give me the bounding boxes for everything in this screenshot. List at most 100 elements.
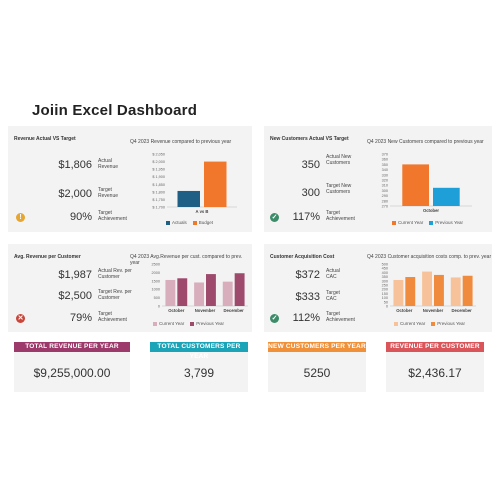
cross-icon: ✕ [16, 314, 25, 323]
chart-title: Q4 2023 Revenue compared to previous yea… [130, 139, 232, 145]
chart-title: Q4 2023 New Customers compared to previo… [367, 139, 484, 145]
kpi-target-value: $2,500 [58, 290, 92, 302]
legend-item: Previous Year [431, 321, 465, 326]
x-tick-label: A vs B [196, 209, 209, 214]
legend-label: Current Year [398, 220, 424, 225]
kpi-achievement-label: Target Achievement [326, 210, 355, 222]
y-tick-label: $ 1,850 [152, 183, 165, 187]
cac-panel: Customer Acquisition Cost $372 Actual CA… [264, 244, 492, 332]
cac-legend: Current Year Previous Year [394, 321, 465, 326]
legend-swatch [431, 321, 436, 326]
panel-title: Revenue Actual VS Target [14, 136, 76, 142]
legend-item: Current Year [394, 321, 425, 326]
legend-swatch [394, 321, 398, 326]
chart-title: Q4 2023 Avg.Revenue per cust. compared t… [130, 254, 243, 266]
legend-label: Current Year [159, 321, 185, 326]
x-tick-label: December [224, 308, 245, 313]
legend-label: Previous Year [196, 321, 225, 326]
kpi-actual-label: Actual CAC [326, 268, 340, 280]
legend-item: Current Year [392, 220, 423, 225]
y-tick-label: 300 [382, 279, 388, 283]
bar [177, 190, 200, 207]
legend-swatch [153, 321, 157, 326]
new-customers-card: NEW CUSTOMERS PER YEAR 5250 [268, 342, 366, 392]
kpi-actual-label: Actual New Customers [326, 154, 352, 166]
bar [433, 187, 460, 206]
bar [194, 282, 204, 306]
y-tick-label: 50 [384, 300, 388, 304]
legend-label: Budget [198, 220, 214, 225]
new-customers-legend: Current Year Previous Year [392, 220, 463, 225]
avg-revenue-legend: Current Year Previous Year [153, 321, 224, 326]
y-tick-label: 340 [382, 168, 388, 172]
y-tick-label: 350 [382, 275, 388, 279]
check-icon: ✓ [270, 213, 279, 222]
legend-swatch [429, 220, 434, 225]
bar [393, 279, 404, 306]
y-tick-label: 200 [382, 288, 388, 292]
bar [462, 275, 473, 306]
legend-swatch [192, 220, 197, 225]
y-tick-label: 2500 [152, 263, 160, 267]
kpi-actual-value: $1,987 [58, 269, 92, 281]
kpi-achievement-label: Target Achievement [98, 311, 127, 323]
check-icon: ✓ [270, 314, 279, 323]
kpi-target-label: Target New Customers [326, 183, 352, 195]
y-tick-label: 360 [382, 158, 388, 162]
y-tick-label: 350 [382, 163, 388, 167]
kpi-target-value: $2,000 [58, 188, 92, 200]
kpi-target-value: $333 [295, 291, 320, 303]
panel-title: Customer Acquisition Cost [270, 254, 335, 260]
y-tick-label: 100 [382, 296, 388, 300]
revenue-legend: Actuals Budget [166, 220, 213, 225]
y-tick-label: 1000 [152, 288, 160, 292]
kpi-achievement-value: 90% [69, 211, 92, 223]
dashboard-title: Joiin Excel Dashboard [32, 102, 198, 119]
legend-label: Current Year [400, 321, 426, 326]
card-label: TOTAL REVENUE PER YEAR [14, 342, 130, 352]
total-customers-card: TOTAL CUSTOMERS PER YEAR 3,799 [150, 342, 248, 392]
kpi-actual-label: Actual Revenue [98, 158, 119, 170]
kpi-actual-value: $372 [295, 269, 320, 281]
chart-svg: 0 500 1000 1500 2000 2500 October November Decem… [152, 263, 248, 313]
y-tick-label: 500 [154, 296, 160, 300]
revenue-panel: Revenue Actual VS Target $1,806 Actual R… [8, 126, 252, 232]
y-tick-label: $ 1,800 [152, 190, 165, 194]
x-tick-label: October [396, 308, 412, 313]
y-tick-label: $ 2,050 [152, 153, 165, 157]
y-tick-label: $ 1,900 [152, 175, 165, 179]
y-tick-label: 330 [382, 173, 388, 177]
y-tick-label: 280 [382, 199, 388, 203]
y-tick-label: 2000 [152, 271, 160, 275]
kpi-achievement-value: 117% [292, 211, 320, 223]
y-tick-label: 250 [382, 284, 388, 288]
y-tick-label: 300 [382, 189, 388, 193]
revenue-per-customer-card: REVENUE PER CUSTOMER $2,436.17 [386, 342, 484, 392]
y-tick-label: 0 [386, 305, 388, 309]
legend-item: Budget [192, 220, 214, 225]
legend-swatch [392, 220, 396, 225]
warning-icon: ! [16, 213, 25, 222]
kpi-actual-value: $1,806 [58, 159, 92, 171]
revenue-chart: $ 1,700 $ 1,750 $ 1,800 $ 1,850 $ 1,900 $ 1,9… [152, 153, 237, 214]
kpi-achievement-label: Target Achievement [98, 210, 127, 222]
avg-revenue-panel: Avg. Revenue per Customer $1,987 Actual … [8, 244, 252, 332]
bar [177, 278, 188, 306]
kpi-actual-value: 350 [301, 159, 320, 171]
bar [450, 277, 461, 306]
y-tick-label: $ 1,950 [152, 168, 165, 172]
card-value: 5250 [303, 366, 331, 380]
y-tick-label: $ 1,750 [152, 198, 165, 202]
panel-title: New Customers Actual VS Target [270, 136, 349, 142]
y-tick-label: 370 [382, 153, 388, 157]
chart-svg: $ 1,700 $ 1,750 $ 1,800 $ 1,850 $ 1,900 $ 1,9… [152, 153, 237, 214]
new-customers-chart: 270 280 290 300 310 320 330 340 350 360 370 October [376, 153, 472, 213]
legend-swatch [166, 220, 170, 225]
card-value: $2,436.17 [408, 366, 462, 380]
chart-title: Q4 2023 Customer acquisition costs comp.… [367, 254, 492, 260]
bar [434, 274, 444, 306]
kpi-target-label: Target Revenue [98, 187, 119, 199]
bar [405, 277, 416, 306]
